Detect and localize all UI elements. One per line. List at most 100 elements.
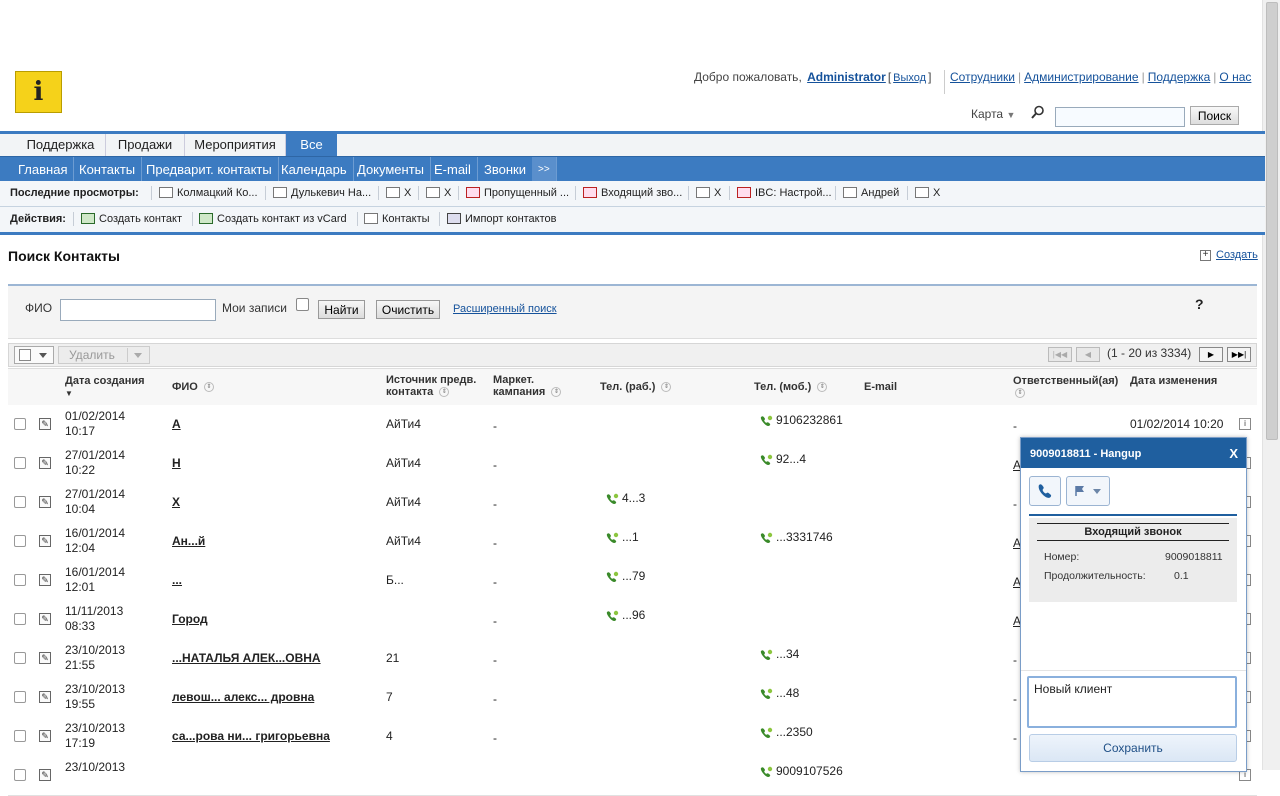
col-email[interactable]: E-mail <box>864 381 898 393</box>
subnav-documents[interactable]: Документы <box>351 157 432 182</box>
page-scrollbar[interactable] <box>1262 0 1280 770</box>
tab-events[interactable]: Мероприятия <box>185 134 286 156</box>
search-icon[interactable] <box>1031 105 1045 119</box>
edit-icon[interactable]: ✎ <box>39 457 51 469</box>
cell-work-phone[interactable]: ...96 <box>604 608 645 623</box>
global-search-input[interactable] <box>1055 107 1185 127</box>
user-link[interactable]: Administrator <box>807 70 886 84</box>
nav-admin[interactable]: Администрирование <box>1024 70 1139 84</box>
cell-mobile-phone[interactable]: 92...4 <box>758 452 806 467</box>
call-button[interactable] <box>1029 476 1061 506</box>
create-link-text[interactable]: Создать <box>1216 249 1258 261</box>
advanced-search-link[interactable]: Расширенный поиск <box>453 303 557 315</box>
delete-button[interactable]: Удалить <box>58 346 150 364</box>
row-checkbox[interactable] <box>14 769 26 781</box>
clear-button[interactable]: Очистить <box>376 300 440 319</box>
logout-link[interactable]: Выход <box>893 72 927 84</box>
my-records-checkbox[interactable] <box>296 298 309 311</box>
recent-item[interactable]: X <box>426 181 451 206</box>
tab-support[interactable]: Поддержка <box>16 134 106 156</box>
tab-sales[interactable]: Продажи <box>106 134 185 156</box>
cell-mobile-phone[interactable]: ...34 <box>758 647 799 662</box>
recent-item[interactable]: Входящий зво... <box>583 181 682 206</box>
cell-assigned[interactable]: A <box>1013 458 1022 472</box>
cell-fio-link[interactable]: левош... алекс... дровна <box>172 690 315 704</box>
app-logo[interactable]: i <box>15 71 62 113</box>
select-all-checkbox[interactable] <box>19 349 31 361</box>
col-campaign[interactable]: Маркет. кампания ⇕ <box>493 374 563 398</box>
first-page-button[interactable]: |◀◀ <box>1048 347 1072 362</box>
edit-icon[interactable]: ✎ <box>39 691 51 703</box>
cell-mobile-phone[interactable]: ...3331746 <box>758 530 833 545</box>
create-link[interactable]: + Создать <box>1200 249 1258 261</box>
subnav-more[interactable]: >> <box>532 157 557 182</box>
fio-input[interactable] <box>60 299 216 321</box>
cell-fio-link[interactable]: Н <box>172 456 181 470</box>
row-checkbox[interactable] <box>14 535 26 547</box>
row-checkbox[interactable] <box>14 418 26 430</box>
edit-icon[interactable]: ✎ <box>39 769 51 781</box>
cell-fio-link[interactable]: ... <box>172 573 183 587</box>
cell-fio-link[interactable]: са...рова ни... григорьевна <box>172 729 330 743</box>
edit-icon[interactable]: ✎ <box>39 418 51 430</box>
cell-assigned[interactable]: A <box>1013 575 1022 589</box>
cell-mobile-phone[interactable]: 9106232861 <box>758 413 843 428</box>
cell-fio-link[interactable]: ...НАТАЛЬЯ АЛЕК...ОВНА <box>172 651 321 665</box>
global-search-button[interactable]: Поиск <box>1190 106 1239 125</box>
action-create-contact[interactable]: Создать контакт <box>81 207 182 232</box>
next-page-button[interactable]: ▶ <box>1199 347 1223 362</box>
row-checkbox[interactable] <box>14 613 26 625</box>
row-checkbox[interactable] <box>14 730 26 742</box>
subnav-calls[interactable]: Звонки <box>478 157 533 182</box>
nav-support[interactable]: Поддержка <box>1147 70 1211 84</box>
action-create-vcard[interactable]: Создать контакт из vCard <box>199 207 347 232</box>
cell-work-phone[interactable]: 4...3 <box>604 491 645 506</box>
col-modified[interactable]: Дата изменения <box>1130 375 1218 387</box>
cell-assigned[interactable]: A <box>1013 614 1022 628</box>
recent-item[interactable]: X <box>915 181 940 206</box>
edit-icon[interactable]: ✎ <box>39 574 51 586</box>
save-button[interactable]: Сохранить <box>1029 734 1237 762</box>
scrollbar-thumb[interactable] <box>1266 2 1278 440</box>
edit-icon[interactable]: ✎ <box>39 496 51 508</box>
row-checkbox[interactable] <box>14 457 26 469</box>
col-work-phone[interactable]: Тел. (раб.) ⇕ <box>600 381 672 393</box>
cell-assigned[interactable]: - <box>1013 692 1017 706</box>
cell-mobile-phone[interactable]: 9009107526 <box>758 764 843 779</box>
action-import[interactable]: Импорт контактов <box>447 207 557 232</box>
status-dropdown[interactable] <box>1066 476 1110 506</box>
cell-mobile-phone[interactable]: ...2350 <box>758 725 813 740</box>
cell-work-phone[interactable]: ...1 <box>604 530 639 545</box>
recent-item[interactable]: X <box>386 181 411 206</box>
recent-item[interactable]: Дулькевич На... <box>273 181 371 206</box>
nav-about[interactable]: О нас <box>1219 70 1252 84</box>
find-button[interactable]: Найти <box>318 300 365 319</box>
cell-mobile-phone[interactable]: ...48 <box>758 686 799 701</box>
cell-fio-link[interactable]: А <box>172 417 181 431</box>
col-fio[interactable]: ФИО ⇕ <box>172 381 214 393</box>
select-all-dropdown[interactable] <box>14 346 54 364</box>
call-note-textarea[interactable]: Новый клиент <box>1027 676 1237 728</box>
recent-item[interactable]: X <box>696 181 721 206</box>
col-source[interactable]: Источник предв. контакта ⇕ <box>386 374 477 398</box>
cell-fio-link[interactable]: Ан...й <box>172 534 206 548</box>
subnav-contacts[interactable]: Контакты <box>73 157 143 182</box>
row-checkbox[interactable] <box>14 691 26 703</box>
tab-all[interactable]: Все <box>286 131 337 159</box>
prev-page-button[interactable]: ◀ <box>1076 347 1100 362</box>
row-checkbox[interactable] <box>14 574 26 586</box>
subnav-home[interactable]: Главная <box>12 157 75 182</box>
edit-icon[interactable]: ✎ <box>39 613 51 625</box>
edit-icon[interactable]: ✎ <box>39 535 51 547</box>
recent-item[interactable]: Андрей <box>843 181 899 206</box>
recent-item[interactable]: Пропущенный ... <box>466 181 569 206</box>
cell-assigned[interactable]: - <box>1013 497 1017 511</box>
map-dropdown[interactable]: Карта ▼ <box>971 107 1015 121</box>
close-icon[interactable]: X <box>1229 446 1238 461</box>
edit-icon[interactable]: ✎ <box>39 652 51 664</box>
subnav-email[interactable]: E-mail <box>428 157 478 182</box>
subnav-leads[interactable]: Предварит. контакты <box>140 157 279 182</box>
recent-item[interactable]: Колмацкий Ко... <box>159 181 258 206</box>
help-icon[interactable]: ? <box>1195 296 1204 312</box>
last-page-button[interactable]: ▶▶| <box>1227 347 1251 362</box>
